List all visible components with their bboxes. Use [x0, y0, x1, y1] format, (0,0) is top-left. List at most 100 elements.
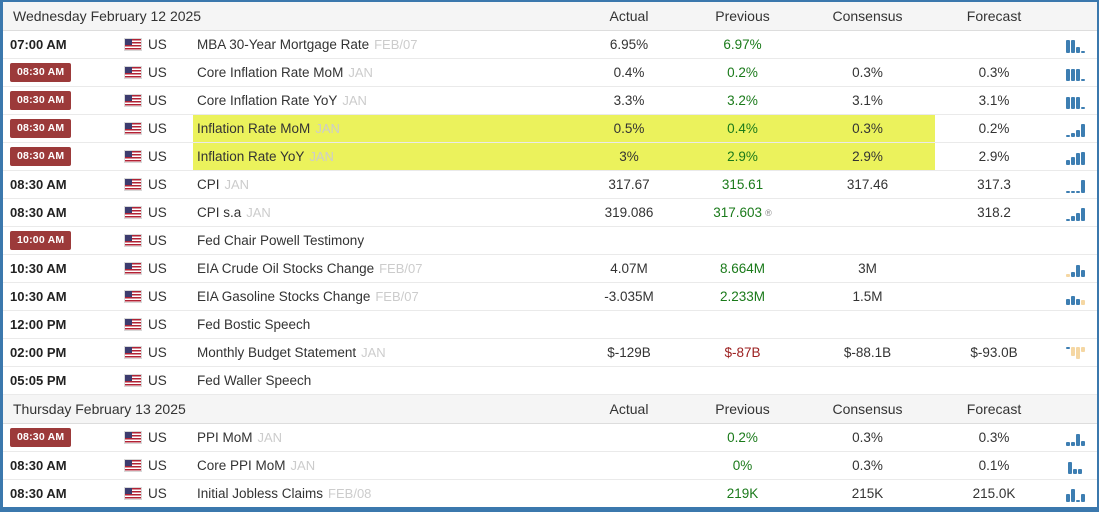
mini-bar-chart-icon[interactable] [1065, 37, 1085, 53]
chart-bar [1080, 78, 1085, 81]
event-link[interactable]: EIA Gasoline Stocks Change FEB/07 [193, 283, 573, 310]
time-label: 07:00 AM [10, 37, 67, 52]
previous-value [685, 311, 800, 338]
country-cell: US [115, 171, 193, 198]
country-label: US [148, 345, 167, 360]
consensus-value: 0.3% [852, 458, 883, 473]
event-link[interactable]: MBA 30-Year Mortgage Rate FEB/07 [193, 31, 573, 58]
event-link[interactable]: Inflation Rate MoM JAN [193, 115, 573, 142]
country-label: US [148, 37, 167, 52]
forecast-value: 0.3% [978, 430, 1010, 445]
forecast-value [935, 367, 1053, 394]
chart-bar [1080, 151, 1085, 165]
country-cell: US [115, 424, 193, 451]
forecast-value: 0.2% [978, 121, 1010, 136]
time-label: 02:00 PM [10, 345, 67, 360]
time-badge: 08:30 AM [10, 91, 72, 110]
forecast-value [935, 227, 1053, 254]
time-label: 10:30 AM [10, 261, 67, 276]
country-cell: US [115, 452, 193, 479]
chart-bar [1065, 96, 1070, 109]
event-row: 10:30 AM US EIA Crude Oil Stocks Change FEB… [3, 255, 1097, 283]
us-flag-icon [125, 39, 141, 50]
event-period-label: JAN [315, 121, 340, 136]
mini-bar-chart-icon[interactable] [1065, 121, 1085, 137]
chart-icon-cell [1053, 339, 1097, 366]
mini-bar-chart-icon[interactable] [1068, 458, 1082, 474]
time-cell: 08:30 AM [3, 480, 115, 507]
consensus-value: 0.3% [852, 65, 883, 80]
us-flag-icon [125, 488, 141, 499]
event-link[interactable]: CPI JAN [193, 171, 573, 198]
chart-icon-cell [1053, 311, 1097, 338]
actual-value [573, 424, 685, 451]
event-row: 10:00 AM US Fed Chair Powell Testimony [3, 227, 1097, 255]
country-label: US [148, 430, 167, 445]
event-row: 02:00 PM US Monthly Budget Statement JAN $-1… [3, 339, 1097, 367]
event-period-label: JAN [361, 345, 386, 360]
time-label: 08:30 AM [10, 177, 67, 192]
column-header-consensus: Consensus [832, 401, 903, 417]
event-link[interactable]: Core Inflation Rate YoY JAN [193, 87, 573, 114]
chart-bar [1065, 39, 1070, 53]
previous-value-text: 0.4% [727, 121, 758, 136]
mini-bar-chart-icon[interactable] [1065, 430, 1085, 446]
event-link[interactable]: Fed Chair Powell Testimony [193, 227, 573, 254]
previous-value-text: 2.233M [719, 289, 766, 304]
consensus-value: $-88.1B [843, 345, 892, 360]
event-link[interactable]: Initial Jobless Claims FEB/08 [193, 480, 573, 507]
actual-value [573, 311, 685, 338]
time-cell: 08:30 AM [3, 424, 115, 451]
mini-bar-chart-icon[interactable] [1065, 93, 1085, 109]
time-cell: 10:30 AM [3, 255, 115, 282]
previous-value-text: 3.2% [727, 93, 758, 108]
time-cell: 08:30 AM [3, 143, 115, 170]
time-label: 08:30 AM [10, 458, 67, 473]
column-header-previous: Previous [715, 8, 770, 24]
mini-bar-chart-icon[interactable] [1065, 486, 1085, 502]
event-link[interactable]: Inflation Rate YoY JAN [193, 143, 573, 170]
mini-bar-chart-icon[interactable] [1065, 177, 1085, 193]
event-link[interactable]: CPI s.a JAN [193, 199, 573, 226]
us-flag-icon [125, 460, 141, 471]
time-cell: 08:30 AM [3, 115, 115, 142]
chart-bar [1070, 39, 1075, 53]
event-row: 07:00 AM US MBA 30-Year Mortgage Rate FEB/0… [3, 31, 1097, 59]
mini-bar-chart-icon[interactable] [1065, 65, 1085, 81]
event-row: 08:30 AM US Core Inflation Rate MoM JAN 0.4%… [3, 59, 1097, 87]
chart-bar [1080, 106, 1085, 109]
mini-bar-chart-icon[interactable] [1065, 289, 1085, 305]
event-link[interactable]: Core PPI MoM JAN [193, 452, 573, 479]
event-link[interactable]: Monthly Budget Statement JAN [193, 339, 573, 366]
chart-bar [1075, 212, 1080, 221]
column-header-previous: Previous [715, 401, 770, 417]
previous-value-text: 317.603 [713, 205, 763, 220]
time-label: 05:05 PM [10, 373, 67, 388]
mini-bar-chart-icon[interactable] [1065, 261, 1085, 277]
event-link[interactable]: Fed Waller Speech [193, 367, 573, 394]
chart-bar [1065, 273, 1070, 277]
consensus-value: 1.5M [852, 289, 883, 304]
time-badge: 08:30 AM [10, 147, 72, 166]
mini-bar-chart-icon[interactable] [1065, 149, 1085, 165]
event-link[interactable]: Fed Bostic Speech [193, 311, 573, 338]
consensus-value: 317.46 [846, 177, 889, 192]
time-cell: 10:00 AM [3, 227, 115, 254]
previous-value: 0.2% [685, 424, 800, 451]
event-link[interactable]: Core Inflation Rate MoM JAN [193, 59, 573, 86]
event-link[interactable]: EIA Crude Oil Stocks Change FEB/07 [193, 255, 573, 282]
chart-bar [1070, 156, 1075, 165]
event-name: CPI [197, 177, 220, 192]
previous-value: 219K [685, 480, 800, 507]
event-name: Inflation Rate MoM [197, 121, 311, 136]
mini-bar-chart-icon[interactable] [1065, 343, 1085, 363]
previous-value-text: 315.61 [721, 177, 764, 192]
event-row: 08:30 AM US CPI JAN 317.67 315.61 317.46 317.3 [3, 171, 1097, 199]
previous-value [685, 367, 800, 394]
chart-icon-cell [1053, 171, 1097, 198]
forecast-value: 0.3% [978, 65, 1010, 80]
event-link[interactable]: PPI MoM JAN [193, 424, 573, 451]
chart-bar [1065, 218, 1070, 221]
mini-bar-chart-icon[interactable] [1065, 205, 1085, 221]
country-label: US [148, 205, 167, 220]
